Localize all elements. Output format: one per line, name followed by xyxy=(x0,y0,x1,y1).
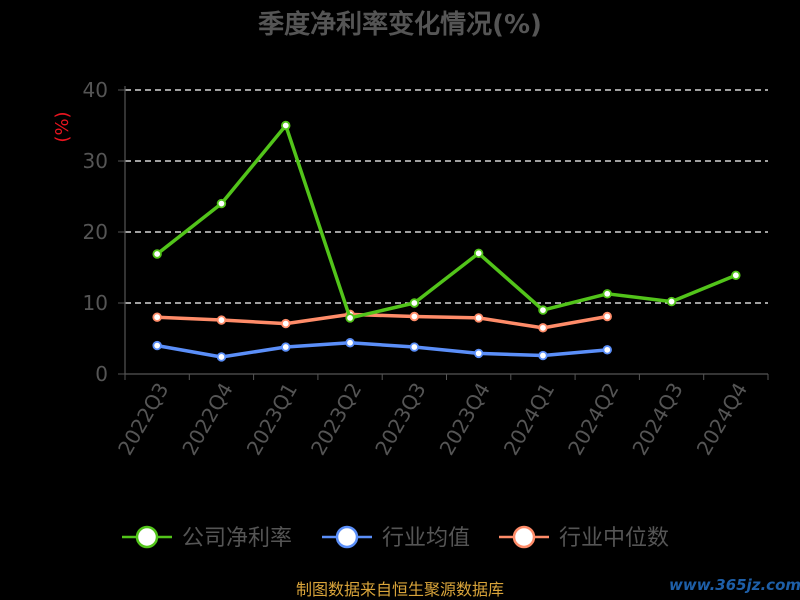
series-行业中位数 xyxy=(152,309,612,333)
data-point xyxy=(538,323,548,333)
data-point xyxy=(216,198,227,209)
x-tick-label: 2024Q4 xyxy=(692,379,752,460)
y-tick-label: 20 xyxy=(83,220,108,244)
data-point xyxy=(216,352,227,362)
data-point xyxy=(538,350,548,361)
series-line xyxy=(156,341,608,359)
data-point xyxy=(281,342,291,352)
grid xyxy=(125,89,768,304)
source-note: 制图数据来自恒生聚源数据库 xyxy=(296,580,504,599)
x-tick-label: 2022Q4 xyxy=(177,379,237,460)
legend-label: 行业均值 xyxy=(382,526,470,551)
y-tick-label: 30 xyxy=(83,149,108,173)
data-point xyxy=(409,298,420,308)
x-tick-label: 2024Q3 xyxy=(627,379,687,460)
data-point xyxy=(409,342,420,352)
legend-item: 公司净利率 xyxy=(122,525,292,551)
data-point xyxy=(602,311,612,322)
series-公司净利率 xyxy=(152,120,741,323)
legend-swatch-marker xyxy=(335,525,359,549)
y-tick-label: 10 xyxy=(83,291,108,315)
data-point xyxy=(152,340,162,351)
data-point xyxy=(538,305,548,315)
data-point xyxy=(473,248,484,258)
x-tick-label: 2023Q1 xyxy=(242,379,302,460)
data-point xyxy=(345,313,355,323)
x-tick-label: 2023Q4 xyxy=(435,379,495,460)
watermark: www.365jz.com xyxy=(669,576,800,594)
data-point xyxy=(152,249,162,259)
x-tick-label: 2023Q3 xyxy=(370,379,430,460)
series-行业均值 xyxy=(152,338,612,362)
data-point xyxy=(409,311,420,322)
series-line xyxy=(157,312,608,330)
data-point xyxy=(345,338,355,348)
x-tick-label: 2024Q2 xyxy=(563,379,623,460)
data-point xyxy=(473,348,484,359)
data-point xyxy=(666,296,677,307)
legend-swatch-marker xyxy=(512,525,536,549)
legend-swatch-marker xyxy=(135,525,159,549)
data-point xyxy=(216,315,227,325)
x-tick-label: 2024Q1 xyxy=(499,379,559,460)
data-point xyxy=(602,289,612,299)
legend: 公司净利率 行业均值 行业中位数 xyxy=(122,525,669,551)
series-line xyxy=(156,123,737,320)
y-tick-label: 40 xyxy=(83,78,108,102)
data-point xyxy=(281,318,291,329)
y-tick-label: 0 xyxy=(95,362,108,386)
chart-title: 季度净利率变化情况(%) xyxy=(258,9,542,40)
legend-item: 行业中位数 xyxy=(499,525,669,551)
data-point xyxy=(473,313,484,323)
data-point xyxy=(281,120,291,131)
data-point xyxy=(152,312,162,322)
legend-item: 行业均值 xyxy=(322,525,470,551)
data-point xyxy=(731,270,741,281)
data-point xyxy=(602,345,612,355)
y-axis-label: (%) xyxy=(52,111,73,142)
legend-label: 公司净利率 xyxy=(182,526,292,551)
series-layer xyxy=(152,120,741,362)
x-tick-label: 2023Q2 xyxy=(306,379,366,460)
legend-label: 行业中位数 xyxy=(559,526,669,551)
x-tick-label: 2022Q3 xyxy=(113,379,173,460)
